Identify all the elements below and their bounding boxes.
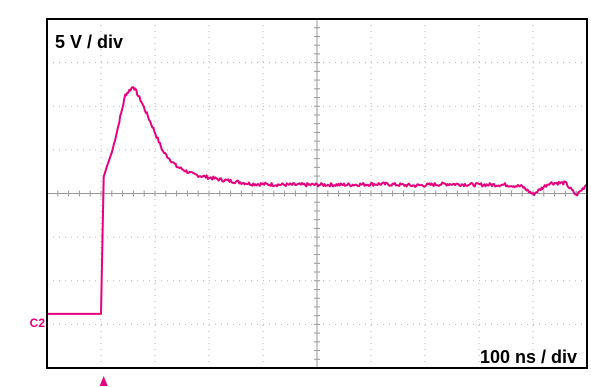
plot-border (46, 18, 588, 369)
channel-label: C2 (30, 316, 46, 330)
vertical-scale-label: 5 V / div (55, 32, 123, 52)
series-c2-trace (46, 86, 588, 315)
trigger-marker (99, 376, 108, 386)
horizontal-scale-label: 100 ns / div (480, 347, 577, 367)
